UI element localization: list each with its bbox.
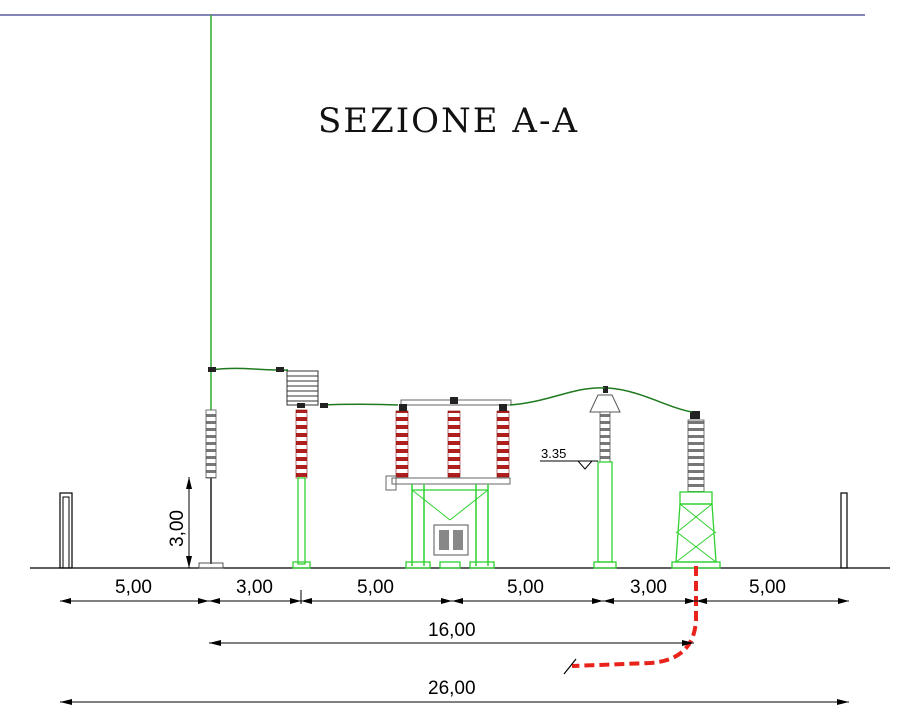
underground-cable	[571, 566, 698, 668]
dimension-arrow	[290, 598, 301, 604]
dimension-arrow	[696, 598, 707, 604]
dimension-arrow	[209, 598, 220, 604]
bay-dimension-label-6: 5,00	[749, 577, 786, 598]
dimension-arrow	[838, 598, 849, 604]
height-dimension-label: 3,00	[167, 510, 188, 547]
section-title: SEZIONE A-A	[318, 101, 579, 141]
clamp	[208, 367, 216, 372]
level-marker-triangle	[576, 460, 594, 470]
bay-dimension-chain	[60, 590, 849, 604]
bay-dimension-label-3: 5,00	[357, 577, 394, 598]
dimension-arrow	[301, 598, 312, 604]
bay-dimension-label-2: 3,00	[236, 577, 273, 598]
height-dimension	[186, 477, 192, 568]
clamp	[276, 367, 284, 372]
dimension-arrow	[198, 598, 209, 604]
dimension-arrow	[60, 598, 71, 604]
bay-dimension-label-1: 5,00	[115, 577, 152, 598]
dimension-arrow	[441, 598, 452, 604]
busbar-support-column	[198, 409, 224, 569]
clamp	[320, 403, 328, 408]
conductor-ct-to-bushing	[607, 387, 693, 413]
dimension-arrow	[452, 598, 463, 604]
bushing-tower	[671, 411, 721, 569]
disconnector	[385, 397, 512, 569]
voltage-transformer	[286, 370, 319, 569]
total-dimension-label: 26,00	[428, 678, 476, 699]
right-fence-post	[840, 492, 848, 569]
current-transformer	[589, 386, 621, 569]
dimension-arrow	[592, 598, 603, 604]
cable-end-mark	[563, 658, 577, 675]
left-fence-post	[59, 492, 73, 569]
conductor-vt-to-disconnector	[319, 403, 399, 406]
dimension-arrow	[603, 598, 614, 604]
bay-dimension-label-4: 5,00	[507, 577, 544, 598]
subtotal-dimension	[209, 640, 694, 646]
level-marker-label: 3.35	[541, 446, 566, 461]
conductor-disconnector-to-ct	[509, 387, 606, 406]
bay-dimension-label-5: 3,00	[630, 577, 667, 598]
dimension-arrow	[685, 598, 696, 604]
total-dimension	[60, 699, 849, 705]
subtotal-dimension-label: 16,00	[428, 620, 476, 641]
